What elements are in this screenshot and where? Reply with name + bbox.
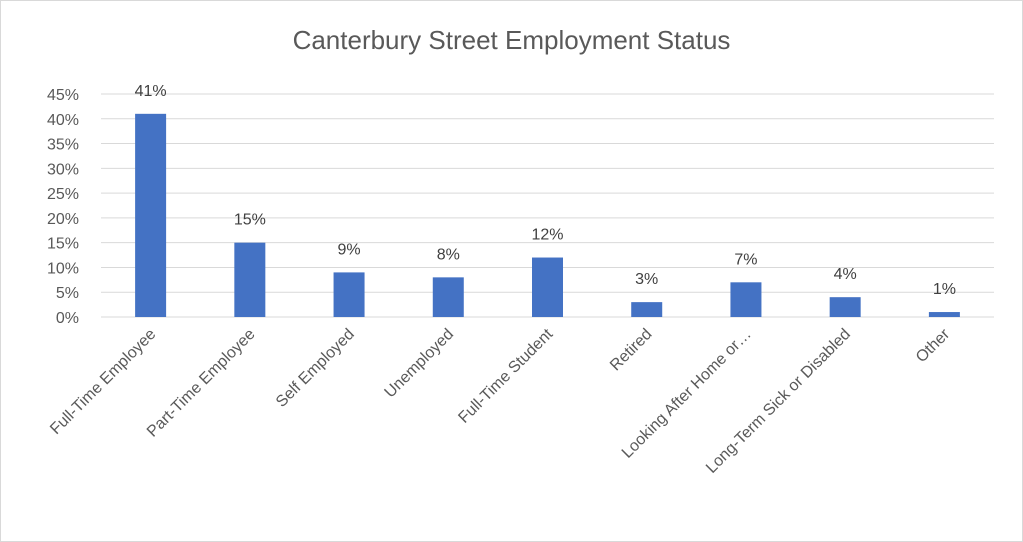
x-tick-label: Full-Time Employee (47, 326, 159, 438)
y-tick-label: 10% (47, 260, 79, 277)
data-label: 9% (337, 241, 360, 258)
x-tick-label: Unemployed (382, 326, 458, 402)
data-label: 41% (135, 83, 167, 100)
bar (829, 297, 861, 317)
chart-title: Canterbury Street Employment Status (292, 25, 731, 55)
x-tick-label: Retired (607, 326, 655, 374)
bars (135, 113, 960, 317)
x-tick-label: Full-Time Student (455, 325, 556, 426)
y-tick-label: 20% (47, 211, 79, 228)
data-label: 12% (531, 227, 563, 244)
bar (135, 113, 167, 317)
bar (432, 277, 464, 317)
y-tick-label: 5% (56, 285, 79, 302)
data-label: 7% (734, 251, 757, 268)
data-label: 8% (437, 246, 460, 263)
bar (333, 272, 365, 317)
y-tick-label: 15% (47, 236, 79, 253)
data-label: 4% (834, 266, 857, 283)
y-axis-ticks: 0% 5% 10% 15% 20% 25% 30% 35% 40% 45% (47, 87, 79, 327)
x-tick-label: Other (913, 325, 954, 366)
bar (631, 302, 663, 317)
data-label: 3% (635, 271, 658, 288)
y-tick-label: 30% (47, 161, 79, 178)
data-label: 1% (933, 281, 956, 298)
data-label: 15% (234, 212, 266, 229)
y-tick-label: 25% (47, 186, 79, 203)
bar (234, 242, 266, 317)
x-tick-label: Self Employed (273, 326, 358, 411)
y-tick-label: 35% (47, 137, 79, 154)
bar (730, 282, 762, 317)
data-labels: 41% 15% 9% 8% 12% 3% 7% 4% 1% (135, 83, 956, 298)
y-tick-label: 0% (56, 310, 79, 327)
bar (928, 312, 960, 317)
y-tick-label: 40% (47, 112, 79, 129)
x-tick-label: Part-Time Employee (144, 326, 259, 441)
bar (532, 257, 563, 317)
y-tick-label: 45% (47, 87, 79, 104)
